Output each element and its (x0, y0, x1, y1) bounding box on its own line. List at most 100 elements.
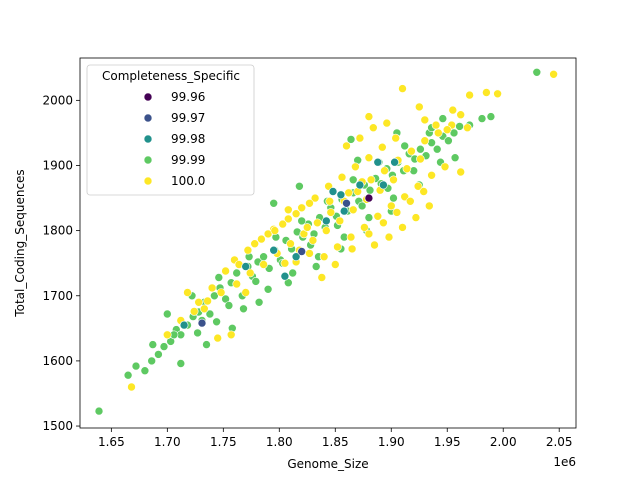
data-point (239, 304, 248, 314)
data-point (432, 144, 442, 154)
data-point (291, 252, 301, 262)
series-99-96 (364, 193, 374, 203)
legend-marker (143, 155, 153, 165)
y-tick-label: 1600 (42, 354, 73, 368)
data-point (330, 260, 340, 269)
data-point (455, 122, 464, 131)
data-point (257, 234, 266, 244)
y-axis: 1500 1600 1700 1800 1900 2000 (42, 93, 80, 433)
data-point (344, 188, 354, 198)
data-point (431, 120, 441, 130)
legend-marker (143, 134, 153, 144)
legend-marker (143, 92, 153, 102)
legend-title: Completeness_Specific (102, 69, 240, 83)
data-point (413, 182, 423, 191)
data-point (179, 320, 189, 330)
legend-entry: 99.97 (143, 111, 205, 125)
x-axis-offset-label: 1e6 (553, 455, 576, 469)
data-point (416, 154, 425, 164)
data-point (232, 268, 241, 278)
data-point (193, 328, 202, 338)
data-point (419, 187, 429, 196)
data-point (328, 187, 338, 196)
data-point (250, 239, 259, 248)
data-point (245, 268, 255, 278)
legend: Completeness_Specific 99.96 99.97 99.98 99.… (86, 64, 255, 196)
data-point (549, 70, 558, 79)
data-point (243, 245, 253, 255)
data-point (365, 185, 375, 195)
data-point (348, 205, 358, 215)
x-tick-label: 2.05 (546, 435, 573, 449)
data-point (339, 206, 349, 216)
data-point (416, 144, 425, 154)
legend-entry: 99.96 (143, 90, 205, 104)
data-point (477, 114, 487, 123)
data-point (532, 68, 542, 77)
data-point (392, 208, 402, 217)
data-point (420, 115, 430, 125)
data-point (288, 268, 298, 278)
data-point (400, 141, 410, 151)
data-point (463, 123, 472, 132)
data-point (321, 216, 331, 226)
x-tick-label: 2.00 (490, 435, 517, 449)
legend-marker (143, 113, 153, 123)
data-point (333, 242, 342, 252)
data-point (197, 318, 207, 328)
data-point (384, 232, 394, 242)
data-point (364, 193, 374, 203)
data-point (342, 141, 351, 151)
data-point (269, 199, 279, 208)
data-point (355, 180, 365, 190)
data-point (366, 175, 376, 185)
data-point (311, 262, 321, 271)
data-point (351, 162, 360, 172)
data-point (465, 90, 474, 100)
data-point (336, 190, 346, 200)
legend-label: 99.97 (171, 111, 205, 125)
data-point (297, 216, 307, 226)
data-point (348, 175, 358, 185)
x-tick-label: 1.90 (378, 435, 405, 449)
x-axis: 1.65 1.70 1.75 1.80 1.85 1.90 1.95 2.00 2.05 (98, 428, 573, 449)
legend-box (86, 64, 255, 196)
data-point (405, 197, 415, 206)
data-point (259, 252, 268, 262)
data-point (391, 133, 401, 143)
data-point (486, 112, 496, 121)
data-point (456, 110, 466, 119)
legend-marker (143, 176, 153, 186)
data-point (398, 223, 407, 232)
data-point (325, 197, 335, 206)
data-point (386, 201, 396, 211)
legend-label: 99.98 (171, 132, 205, 146)
y-tick-label: 1900 (42, 158, 73, 172)
data-point (189, 307, 199, 316)
data-point (297, 203, 307, 213)
data-point (131, 361, 141, 371)
data-point (438, 114, 448, 123)
data-point (337, 172, 347, 182)
data-point (241, 288, 250, 297)
data-point (183, 288, 192, 297)
data-point (347, 244, 357, 254)
data-point (364, 213, 374, 222)
legend-entries: 99.96 99.97 99.98 99.99 100.0 (143, 90, 205, 188)
data-point (313, 218, 322, 228)
data-point (411, 213, 421, 222)
data-point (379, 180, 388, 190)
data-point (295, 182, 304, 191)
data-point (205, 309, 215, 319)
data-point (254, 297, 264, 307)
data-point (326, 208, 336, 217)
data-point (305, 249, 314, 258)
legend-label: 99.99 (171, 153, 205, 167)
data-point (482, 88, 491, 97)
data-point (308, 236, 318, 245)
legend-entry: 99.99 (143, 153, 205, 167)
data-point (154, 350, 163, 359)
legend-entry: 99.98 (143, 132, 205, 146)
data-point (297, 247, 307, 256)
data-point (224, 301, 234, 310)
